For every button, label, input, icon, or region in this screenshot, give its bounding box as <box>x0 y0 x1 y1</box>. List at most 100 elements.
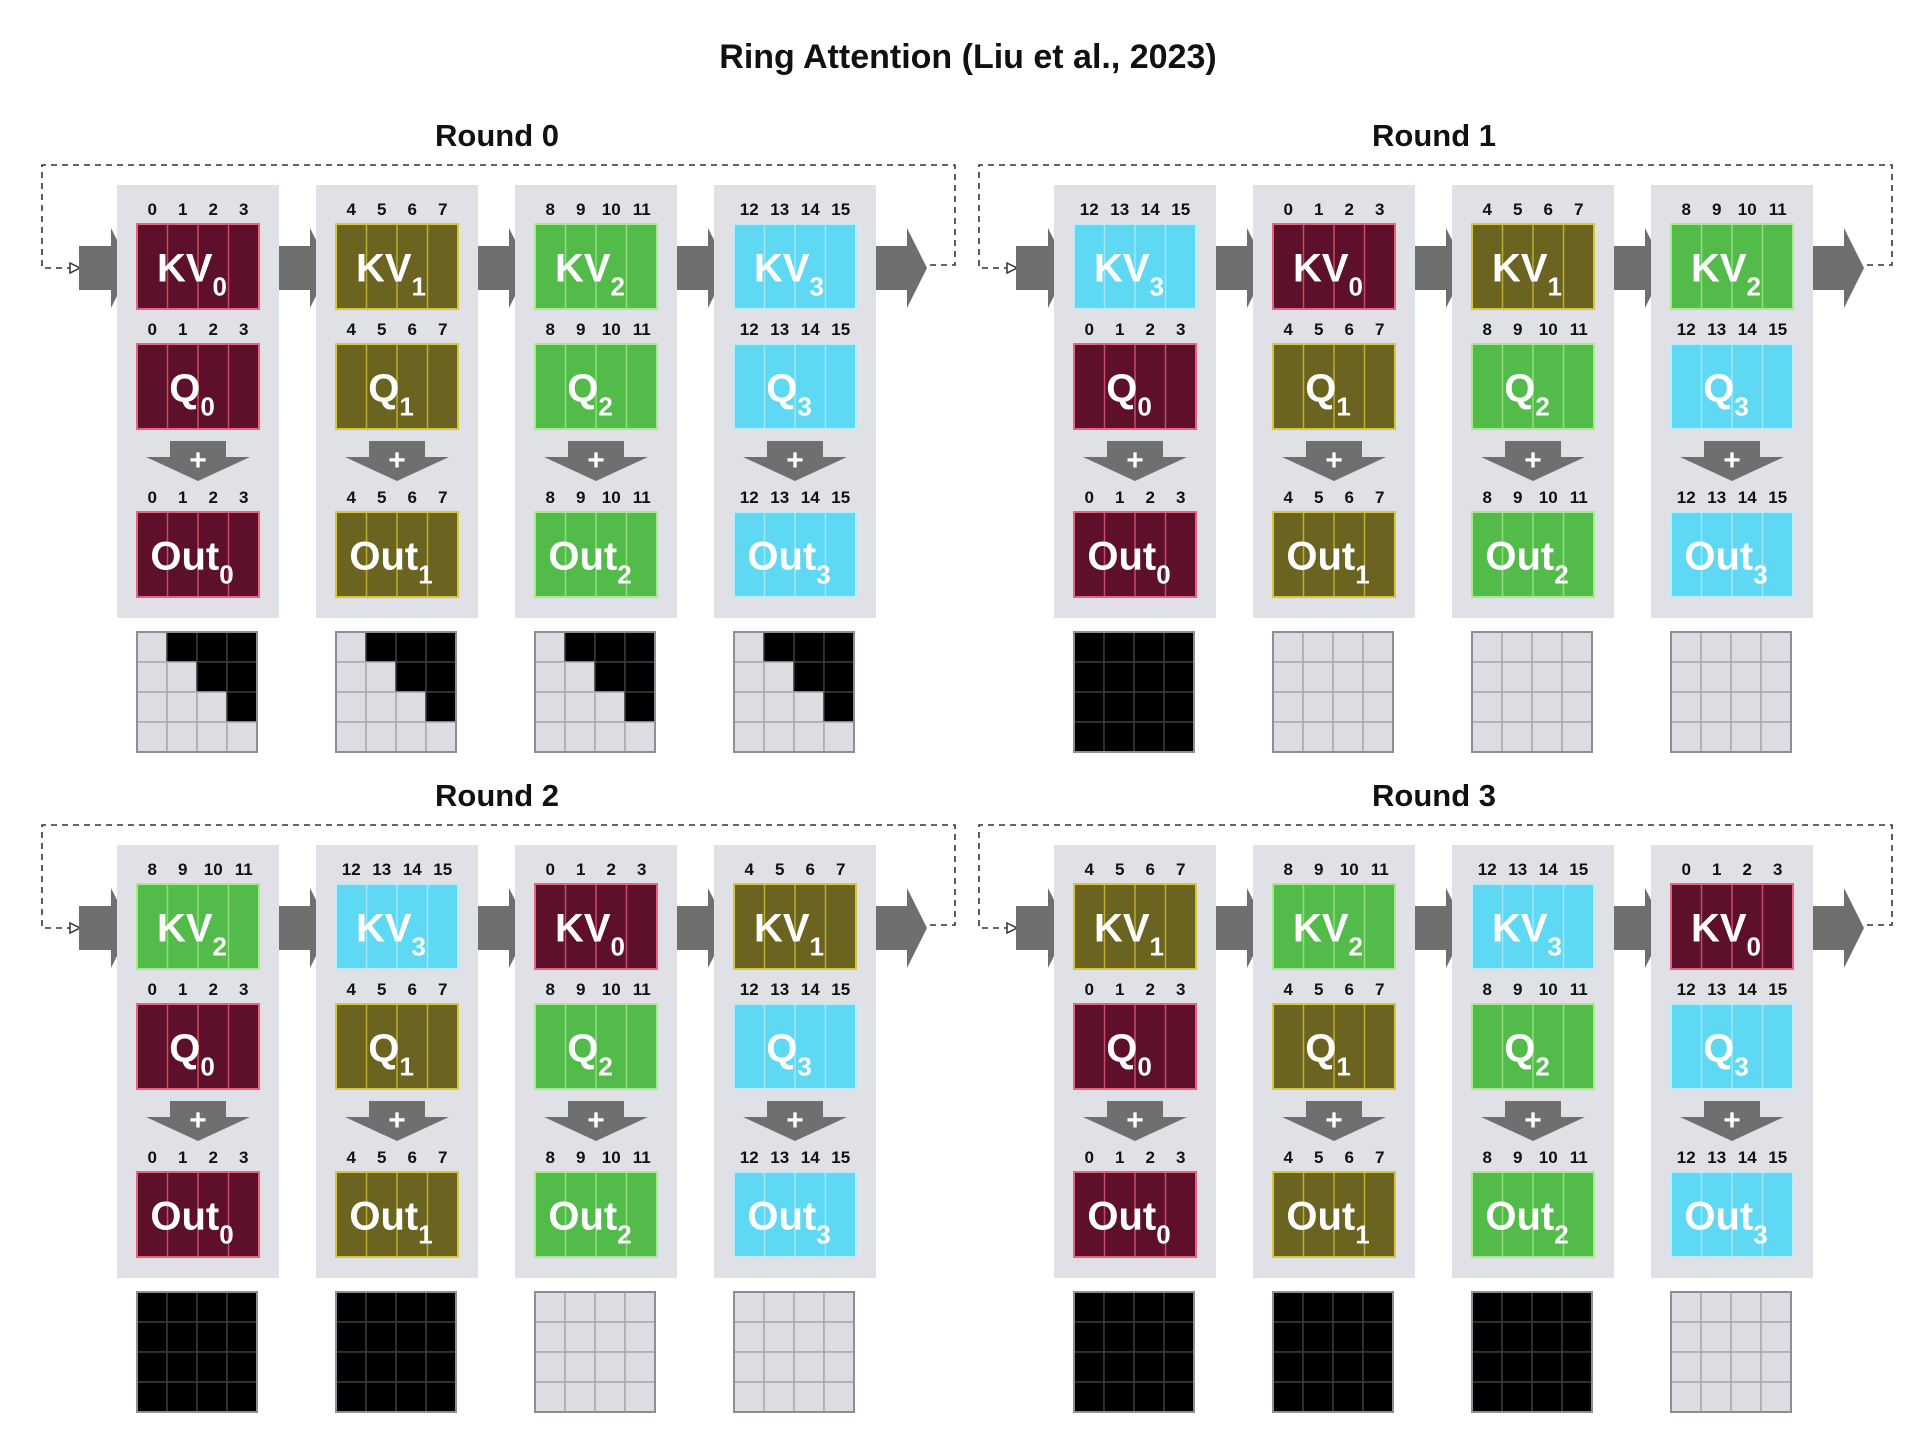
kv-position-label: 7 <box>836 860 845 879</box>
mask-cell <box>733 691 765 723</box>
q-position-label: 8 <box>1483 320 1492 339</box>
out-block: Out1 4 5 6 7 <box>1272 1148 1396 1258</box>
mask-cell <box>1561 1381 1593 1413</box>
q-label-text: Q <box>368 367 399 411</box>
mask-cell <box>1073 1351 1105 1383</box>
q-position-label: 0 <box>1085 320 1094 339</box>
q-position-label: 12 <box>740 320 759 339</box>
out-label-subscript: 0 <box>219 1220 233 1250</box>
mask-cell <box>534 1351 566 1383</box>
kv-position-label: 14 <box>801 200 820 219</box>
mask-cell <box>564 721 596 753</box>
kv-position-label: 7 <box>438 200 447 219</box>
out-position-label: 10 <box>1539 1148 1558 1167</box>
q-position-label: 12 <box>1677 980 1696 999</box>
mask-cell <box>136 1321 168 1353</box>
kv-label: KV0 <box>555 907 625 962</box>
out-position-label: 4 <box>1284 1148 1294 1167</box>
mask-cell <box>335 1351 367 1383</box>
q-label-text: Q <box>169 367 200 411</box>
mask-cell <box>226 691 258 723</box>
mask-cell <box>534 1381 566 1413</box>
diagram-title: Ring Attention (Liu et al., 2023) <box>719 38 1216 76</box>
q-position-label: 1 <box>1115 320 1124 339</box>
out-position-label: 7 <box>438 1148 447 1167</box>
mask-cell <box>1103 1351 1135 1383</box>
attention-mask-empty <box>1272 631 1394 753</box>
mask-cell <box>564 691 596 723</box>
q-position-label: 13 <box>770 320 789 339</box>
mask-border <box>1670 1291 1792 1413</box>
kv-label-text: KV <box>1094 907 1150 951</box>
q-position-label: 14 <box>1738 980 1757 999</box>
mask-cell <box>733 721 765 753</box>
q-position-label: 10 <box>1539 980 1558 999</box>
out-position-label: 10 <box>602 1148 621 1167</box>
mask-cell <box>365 691 397 723</box>
accumulate-arrow <box>146 1101 250 1141</box>
mask-cell <box>1531 1351 1563 1383</box>
mask-cell <box>136 1351 168 1383</box>
kv-block: KV2 8 9 10 11 <box>136 860 260 970</box>
q-block: Q3 12 13 14 15 <box>1670 320 1794 430</box>
out-position-label: 14 <box>1738 1148 1757 1167</box>
q-position-label: 11 <box>1570 320 1588 339</box>
mask-cell <box>1730 1291 1762 1323</box>
out-position-label: 8 <box>546 488 555 507</box>
kv-position-label: 4 <box>745 860 755 879</box>
mask-cell <box>1531 661 1563 693</box>
kv-position-label: 12 <box>1080 200 1099 219</box>
kv-label: KV0 <box>157 247 227 302</box>
out-position-label: 0 <box>148 1148 157 1167</box>
q-position-label: 10 <box>1539 320 1558 339</box>
out-label-text: Out <box>1485 535 1554 579</box>
out-label-text: Out <box>349 1195 418 1239</box>
q-position-label: 4 <box>1284 980 1294 999</box>
mask-cell <box>365 1351 397 1383</box>
out-block: Out3 12 13 14 15 <box>1670 1148 1794 1258</box>
plus-sign: + <box>587 1104 605 1137</box>
mask-cell <box>823 721 855 753</box>
mask-cell <box>1471 721 1503 753</box>
out-position-label: 9 <box>576 488 585 507</box>
q-position-label: 3 <box>1176 320 1185 339</box>
mask-cell <box>1501 1381 1533 1413</box>
kv-position-label: 0 <box>148 200 157 219</box>
mask-cell <box>564 1351 596 1383</box>
mask-cell <box>166 1351 198 1383</box>
mask-cell <box>1700 631 1732 663</box>
q-label-subscript: 0 <box>200 1052 214 1082</box>
mask-cell <box>564 1381 596 1413</box>
out-label: Out1 <box>1286 1195 1369 1250</box>
mask-cell <box>1073 1321 1105 1353</box>
kv-position-label: 8 <box>1284 860 1293 879</box>
q-position-label: 2 <box>1146 320 1155 339</box>
kv-label: KV1 <box>356 247 426 302</box>
mask-cell <box>1501 661 1533 693</box>
kv-label-subscript: 1 <box>1548 272 1562 302</box>
kv-block: KV3 12 13 14 15 <box>1073 200 1197 310</box>
mask-cell <box>1760 1291 1792 1323</box>
mask-cell <box>564 631 596 663</box>
mask-cell <box>534 1291 566 1323</box>
attention-mask-full <box>1073 1291 1195 1413</box>
mask-cell <box>335 1381 367 1413</box>
mask-cell <box>1471 691 1503 723</box>
mask-cell <box>365 721 397 753</box>
mask-border <box>1471 631 1593 753</box>
mask-cell <box>395 721 427 753</box>
attention-mask-empty <box>1670 1291 1792 1413</box>
q-position-label: 11 <box>633 980 651 999</box>
mask-cell <box>1163 721 1195 753</box>
q-position-label: 12 <box>1677 320 1696 339</box>
out-position-label: 3 <box>239 488 248 507</box>
mask-cell <box>1302 661 1334 693</box>
out-label: Out3 <box>1684 1195 1767 1250</box>
kv-label: KV2 <box>1691 247 1761 302</box>
kv-block: KV1 4 5 6 7 <box>1073 860 1197 970</box>
kv-label-text: KV <box>555 907 611 951</box>
